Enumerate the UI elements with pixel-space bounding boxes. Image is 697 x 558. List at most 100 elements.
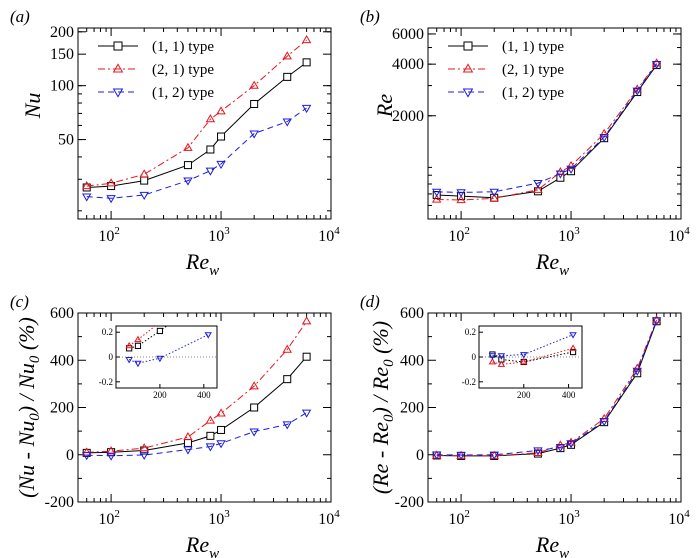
y-axis-label: Nu [20, 93, 45, 120]
x-tick-base: 10 [318, 228, 334, 245]
data-point [106, 178, 116, 187]
data-point [651, 315, 662, 324]
y-tick-label: -200 [45, 494, 74, 511]
inset-data-point [497, 360, 506, 367]
data-point [249, 428, 259, 437]
data-point [217, 132, 226, 141]
data-point [205, 443, 216, 452]
series-line [86, 412, 307, 457]
series-line [86, 107, 307, 199]
x-axis-label: Rew [535, 532, 569, 558]
data-point [183, 142, 193, 151]
x-axis-label-sub: w [209, 546, 219, 558]
inset-data-point [156, 327, 164, 335]
x-tick-label: 104 [668, 225, 690, 245]
inset-d: 200 400 -0.2 0 0.2 [462, 325, 583, 400]
x-tick-base: 10 [208, 228, 224, 245]
x-tick-label: 103 [208, 225, 230, 245]
y-label-part: Re [368, 422, 393, 446]
y-tick-label: 50 [58, 132, 74, 149]
data-point [489, 193, 499, 202]
legend-marker [462, 88, 474, 98]
data-point [566, 437, 576, 446]
data-point [140, 176, 149, 185]
data-point [301, 409, 312, 418]
data-point [283, 72, 292, 81]
y-label-part: (%) [14, 317, 39, 355]
data-point [206, 145, 215, 154]
y-tick-label: 600 [400, 305, 424, 322]
data-point [599, 418, 609, 427]
legend: (1, 1) type (2, 1) type (1, 2) type [448, 39, 564, 101]
x-tick-exponent: 2 [114, 508, 120, 520]
x-axis-label-sub: w [559, 263, 569, 279]
data-point [249, 381, 259, 390]
data-point [651, 61, 662, 70]
plot-frame [427, 27, 682, 220]
inset-x-tick-label: 200 [153, 390, 167, 400]
x-tick-exponent: 2 [464, 508, 470, 520]
y-tick-label: 2000 [392, 108, 424, 125]
inset-data-point [206, 292, 211, 297]
y-tick-label: 200 [400, 400, 424, 417]
inset-data-point [488, 353, 497, 360]
panel-label: (b) [360, 7, 380, 26]
data-point [282, 421, 292, 430]
x-tick-exponent: 4 [684, 508, 690, 520]
inset-data-point [134, 342, 142, 349]
x-tick-base: 10 [558, 511, 574, 528]
data-point [282, 118, 292, 127]
x-tick-label: 102 [98, 508, 120, 528]
y-label-part: Nu [14, 363, 39, 390]
y-label-part: (%) [368, 321, 393, 359]
x-tick-base: 10 [448, 511, 464, 528]
inset-data-point [569, 332, 577, 339]
data-point [456, 189, 466, 198]
data-point [431, 194, 442, 203]
y-tick-label: 200 [50, 24, 74, 41]
x-axis-label: Rew [185, 249, 219, 279]
y-tick-label: 0 [66, 447, 74, 464]
inset-series-line [128, 326, 157, 347]
data-point [216, 106, 226, 115]
data-point [533, 184, 543, 193]
legend-marker [463, 41, 473, 51]
data-point [216, 408, 226, 417]
inset-y-tick-label: -0.2 [462, 377, 476, 387]
data-point [599, 134, 609, 143]
inset-data-point [569, 348, 577, 356]
panel-label: (d) [360, 292, 380, 311]
data-point [249, 130, 259, 139]
data-point [82, 183, 91, 192]
data-point [183, 438, 192, 447]
y-label-part: - [14, 446, 39, 464]
data-point [81, 181, 92, 190]
x-tick-base: 10 [98, 511, 114, 528]
data-point [283, 375, 292, 384]
legend-entry: (1, 1) type [502, 39, 564, 55]
x-tick-base: 10 [318, 511, 334, 528]
inset-series [125, 292, 212, 368]
y-tick-label: 400 [50, 352, 74, 369]
inset-y-tick-label: 0 [472, 352, 477, 362]
data-point [489, 188, 499, 197]
data-point [302, 58, 311, 67]
y-tick-label: 600 [50, 305, 74, 322]
y-axis-label: Re [372, 94, 397, 118]
x-tick-exponent: 2 [114, 225, 120, 237]
data-point [301, 34, 312, 44]
data-point [555, 170, 566, 179]
legend-entry: (1, 1) type [152, 39, 214, 55]
series-line [86, 39, 307, 187]
data-point [431, 188, 442, 197]
data-point [205, 167, 216, 176]
x-tick-base: 10 [448, 228, 464, 245]
data-point [566, 160, 576, 170]
inset-series-line [492, 347, 574, 365]
data-point [81, 452, 92, 461]
y-label-part: Re [368, 367, 393, 391]
inset-series [488, 332, 577, 367]
legend-entry: (1, 2) type [152, 85, 214, 101]
